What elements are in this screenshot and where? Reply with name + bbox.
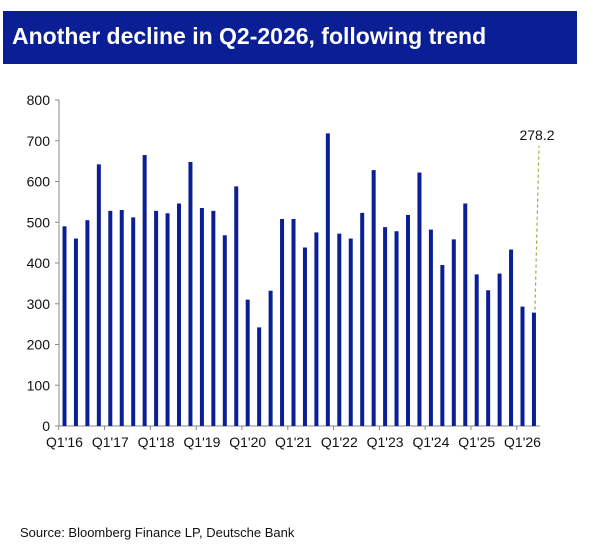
bar [245,299,250,426]
bar [337,233,342,426]
bar [325,133,330,427]
bar [291,218,296,426]
x-tick-label: Q1'24 [412,434,449,450]
bar [440,265,445,426]
y-axis: 0 100 200 300 400 500 600 700 800 [27,92,60,434]
title-banner: Another decline in Q2-2026, following tr… [3,11,577,64]
x-tick-label: Q1'26 [504,434,541,450]
bar [302,247,307,426]
bar [463,203,468,426]
bar [73,238,78,426]
bar [360,212,365,426]
x-axis: Q1'16 Q1'17 Q1'18 Q1'19 Q1'20 Q1'21 Q1'22 Q1'23… [46,425,541,450]
bar [85,220,90,426]
y-tick-label: 0 [42,418,50,434]
y-tick-label: 300 [27,296,51,312]
bar [417,172,422,426]
bar [119,210,124,426]
x-tick-label: Q1'20 [229,434,266,450]
bar [474,274,479,426]
y-tick-label: 600 [27,174,51,190]
annotations: 278.2 [519,127,555,310]
x-tick-label: Q1'19 [183,434,220,450]
bar [383,227,388,426]
bar [96,164,101,426]
x-tick-label: Q1'16 [46,434,83,450]
bar [451,239,456,426]
bar [199,207,204,426]
bar [509,249,514,426]
bar [222,235,227,426]
bar [406,214,410,426]
page-title: Another decline in Q2-2026, following tr… [12,23,487,49]
bar [165,213,170,426]
bar [497,273,502,426]
bar [520,306,525,426]
bar [428,229,433,426]
bar [131,217,136,426]
bar [348,238,353,426]
y-tick-label: 400 [27,255,51,271]
y-tick-label: 100 [27,377,51,393]
bars [62,133,536,427]
bar [188,161,193,426]
bar [211,210,216,426]
bar [394,231,399,426]
bar [62,226,67,426]
y-tick-label: 800 [27,92,51,108]
bar [234,186,239,426]
bar [108,210,113,426]
bar [531,312,536,426]
x-tick-label: Q1'18 [138,434,175,450]
bar [371,170,376,426]
x-tick-label: Q1'23 [367,434,404,450]
annotation-leader-line [534,145,540,310]
bar [154,210,159,426]
bar [268,290,273,426]
bar [177,203,181,426]
source-note: Source: Bloomberg Finance LP, Deutsche B… [20,525,295,540]
x-tick-label: Q1'17 [92,434,129,450]
y-tick-label: 700 [27,133,51,149]
x-tick-label: Q1'21 [275,434,312,450]
bar [486,290,491,426]
x-tick-label: Q1'25 [458,434,495,450]
x-tick-label: Q1'22 [321,434,358,450]
y-tick-label: 200 [27,337,51,353]
annotation-label: 278.2 [519,127,554,143]
bar [257,327,262,426]
bar [314,232,319,426]
bar [280,218,285,426]
bar [142,155,147,426]
y-tick-label: 500 [27,214,51,230]
